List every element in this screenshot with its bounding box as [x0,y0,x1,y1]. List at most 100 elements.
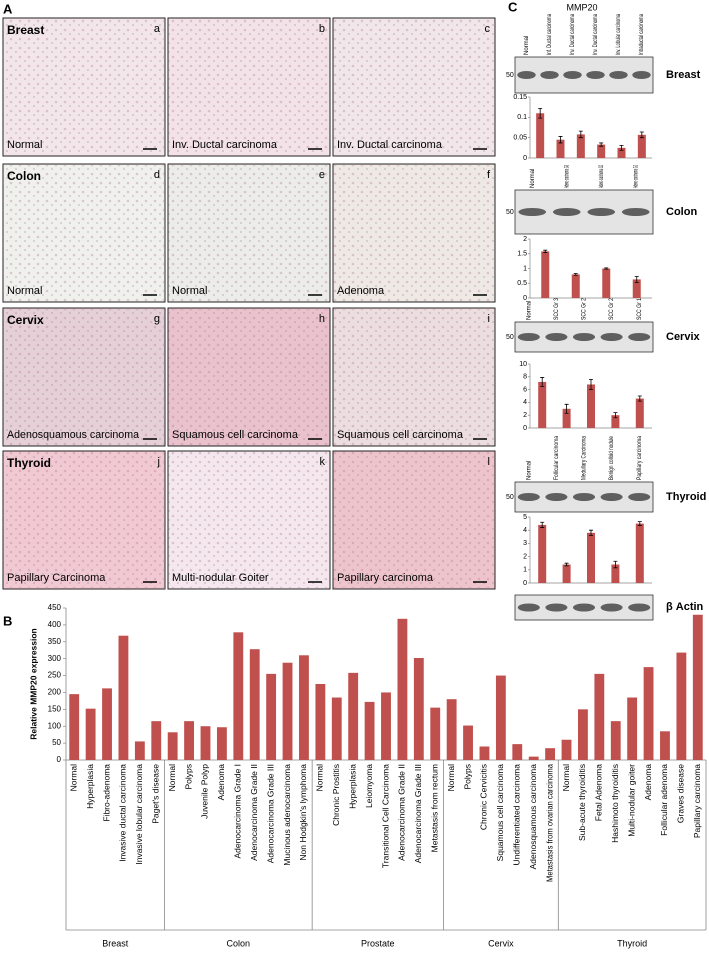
bar [364,701,375,760]
lane-label: Papillary carcinoma [637,435,643,480]
x-tick-label: Graves disease [676,764,686,823]
error-bar [589,378,593,390]
panel-label: B [3,613,12,628]
y-tick-label: 100 [48,721,62,730]
tissue-label: Cervix [7,313,44,327]
lane-label: SCC Gr 2 [582,297,588,320]
group-label: Thyroid [617,938,647,948]
group-label: Prostate [361,938,395,948]
bar [561,739,572,760]
marker-label: 50 [506,72,514,79]
bar [216,727,227,760]
group-label: Breast [102,938,129,948]
bar [587,384,595,428]
y-tick-label: 0 [523,295,527,302]
caption: Normal [7,139,42,151]
bar [556,139,565,158]
bar [331,697,342,760]
bar [397,618,408,760]
blot-band [563,71,582,79]
error-bar [573,273,578,276]
bar [562,564,571,583]
bar [541,251,550,298]
y-tick-label: 2 [523,412,527,419]
x-tick-label: Multi-nodular goiter [626,764,636,837]
loading-control-label: β Actin [666,601,704,613]
blot [514,56,654,94]
caption: Inv. Ductal carcinoma [172,139,278,151]
bar [266,673,277,760]
bar [538,381,547,428]
error-bar [540,521,545,528]
marker-label: 50 [506,209,514,216]
blot-band [517,333,540,341]
x-tick-label: Normal [561,764,571,792]
bar [184,721,194,760]
lane-label: Inf. Ductal carcinoma [547,14,553,55]
bar [381,692,391,760]
bar [348,672,359,760]
blot-band [540,71,559,79]
bar [562,408,571,428]
y-tick-label: 300 [48,654,62,663]
caption: Squamous cell carcinoma [172,429,299,441]
error-bar [578,130,583,139]
bar [102,688,112,760]
bar [597,144,606,158]
bar [200,726,211,760]
bar [578,709,588,760]
y-tick-label: 150 [48,704,62,713]
error-bar [538,107,543,119]
lane-label: Normal [526,301,532,320]
error-bar [540,377,545,387]
blot-band [545,603,568,612]
blot-band [621,208,650,216]
bar [430,707,441,760]
blot-band [600,603,623,612]
micrograph-texture [3,164,165,302]
micrograph-texture [168,451,330,589]
bar [315,684,326,760]
panel-letter: c [485,23,491,35]
y-tick-label: 0.15 [513,94,527,101]
y-tick-label: 10 [519,361,527,368]
marker-label: 50 [506,334,514,341]
x-tick-label: Adenoma [216,764,226,801]
x-tick-label: Non Hodgkin's lymphoma [298,764,308,861]
blot-band [545,493,568,501]
bar [617,147,626,158]
lane-label: Inv. Lobular carcinoma [616,14,622,55]
micrograph-texture [168,18,330,156]
y-tick-label: 4 [523,527,527,534]
blot-band [517,493,540,501]
lane-label: Medullary Carcinoma [582,435,588,480]
x-tick-label: Fibro-adenoma [101,764,111,822]
panel-label: C [508,0,518,14]
y-tick-label: 200 [48,688,62,697]
x-tick-label: Follicular adenoma [659,764,669,836]
error-bar [599,142,604,147]
x-tick-label: Adenosquamous carcinoma [528,764,538,870]
blot-band [572,333,596,341]
bar [545,748,556,760]
bar [635,398,644,428]
bar [610,721,621,760]
x-tick-label: Sub-acute thyroiditis [577,764,587,841]
panel-letter: f [487,169,491,181]
error-bar [613,560,618,569]
blot-band [628,493,651,501]
blot-band [600,333,623,341]
x-tick-label: Polyps [183,764,193,790]
bar [134,741,145,760]
bar [512,744,523,760]
error-bar [613,412,618,419]
error-bar [543,249,548,253]
x-tick-label: Chronic Prostitis [331,764,341,826]
error-bar [589,529,593,536]
x-tick-label: Adenocarcinoma Grade III [265,764,275,863]
x-tick-label: Adenoma [643,764,653,801]
x-tick-label: Adenocarcinoma Grade II [397,764,407,861]
y-tick-label: 1.5 [517,251,527,258]
x-tick-label: Adenocarcinoma Grade II [249,764,259,861]
